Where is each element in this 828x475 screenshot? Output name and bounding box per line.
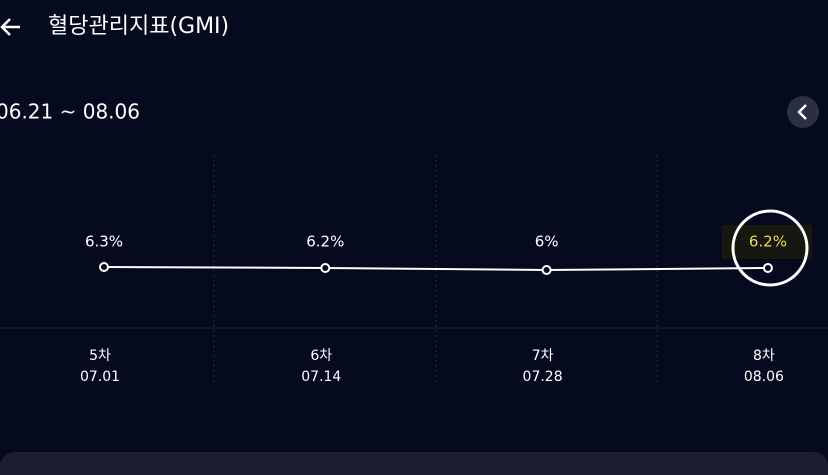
point [541,265,552,275]
category-label: 6차 [310,348,332,364]
highlight-ring [731,209,809,287]
value-label: 6.3% [85,233,123,251]
date-label: 07.01 [80,369,120,385]
value-label: 6.2% [306,233,344,251]
date-label: 07.28 [523,369,563,385]
page-title: 혈당관리지표(GMI) [48,14,229,39]
bottom-panel [0,452,828,475]
category-label: 8차 [753,348,775,364]
point [320,263,331,273]
value-label: 6.2% [749,233,787,251]
point [762,263,773,273]
category-label: 7차 [532,348,554,364]
category-label: 5차 [89,348,111,364]
back-button[interactable] [0,18,20,36]
back-arrow [0,18,20,36]
prev-button[interactable] [787,96,819,128]
chart: 6.3% 5차 07.01 6.2% 6차 07.14 6% 7차 07.28 6.2% 8차 08.… [80,209,812,385]
date-label: 07.14 [301,369,341,385]
prev-button-bg [787,96,819,128]
chevron [797,104,807,120]
date-label: 08.06 [744,369,784,385]
line [103,266,768,272]
date-range: 06.21 ~ 08.06 [0,100,140,124]
point [99,262,109,272]
value-label: 6% [535,233,559,251]
